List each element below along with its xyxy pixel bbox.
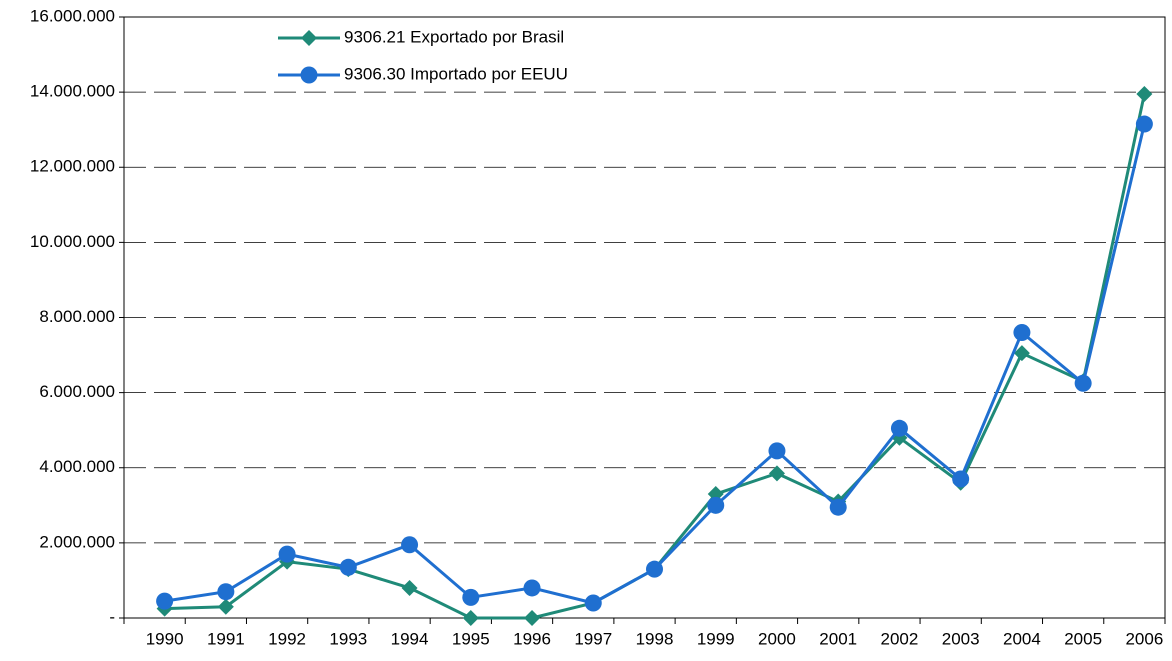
data-point (462, 610, 479, 626)
data-point (1074, 374, 1092, 392)
data-point (890, 419, 908, 437)
data-point (768, 442, 786, 460)
data-point (584, 594, 602, 612)
data-point (1013, 345, 1030, 362)
data-point (952, 470, 970, 488)
data-point (156, 592, 174, 610)
x-tick-label: 1999 (697, 629, 735, 648)
x-tick-label: 1991 (207, 629, 245, 648)
data-point (1135, 115, 1153, 133)
y-tick-label: 6.000.000 (39, 382, 115, 401)
legend-label: 9306.21 Exportado por Brasil (344, 27, 564, 46)
data-point (1013, 324, 1031, 342)
x-tick-label: 2003 (942, 629, 980, 648)
x-tick-label: 1990 (146, 629, 184, 648)
y-tick-label: - (109, 607, 115, 626)
data-point (523, 579, 541, 597)
y-tick-label: 10.000.000 (30, 232, 115, 251)
legend-label: 9306.30 Importado por EEUU (344, 64, 568, 83)
series-line (164, 93, 1146, 620)
x-tick-label: 1997 (574, 629, 612, 648)
legend-marker (301, 30, 317, 46)
x-tick-label: 1992 (268, 629, 306, 648)
plot-border (123, 16, 1166, 619)
data-point (707, 496, 725, 514)
data-point (217, 598, 234, 615)
data-point (1136, 86, 1153, 103)
y-tick-label: 4.000.000 (39, 457, 115, 476)
data-point (339, 558, 357, 576)
data-point (829, 498, 847, 516)
y-tick-label: 2.000.000 (39, 532, 115, 551)
x-tick-label: 1993 (329, 629, 367, 648)
data-point (401, 536, 419, 554)
y-tick-label: 8.000.000 (39, 307, 115, 326)
x-tick-label: 2004 (1003, 629, 1041, 648)
y-tick-label: 16.000.000 (30, 6, 115, 25)
x-tick-label: 1996 (513, 629, 551, 648)
series-line (164, 123, 1146, 605)
y-tick-label: 14.000.000 (30, 82, 115, 101)
data-point (646, 560, 663, 578)
x-tick-label: 1998 (636, 629, 674, 648)
x-tick-label: 1994 (391, 629, 429, 648)
x-tick-label: 1995 (452, 629, 490, 648)
x-tick-label: 2000 (758, 629, 796, 648)
x-tick-label: 2001 (819, 629, 857, 648)
y-tick-label: 12.000.000 (30, 157, 115, 176)
x-tick-label: 2002 (881, 629, 919, 648)
x-tick-label: 2006 (1125, 629, 1163, 648)
data-point (768, 465, 785, 482)
legend-marker (300, 66, 318, 84)
data-point (524, 610, 541, 626)
data-point (217, 583, 235, 601)
data-point (401, 579, 418, 596)
data-point (278, 545, 296, 563)
x-tick-label: 2005 (1064, 629, 1102, 648)
data-point (462, 588, 480, 606)
